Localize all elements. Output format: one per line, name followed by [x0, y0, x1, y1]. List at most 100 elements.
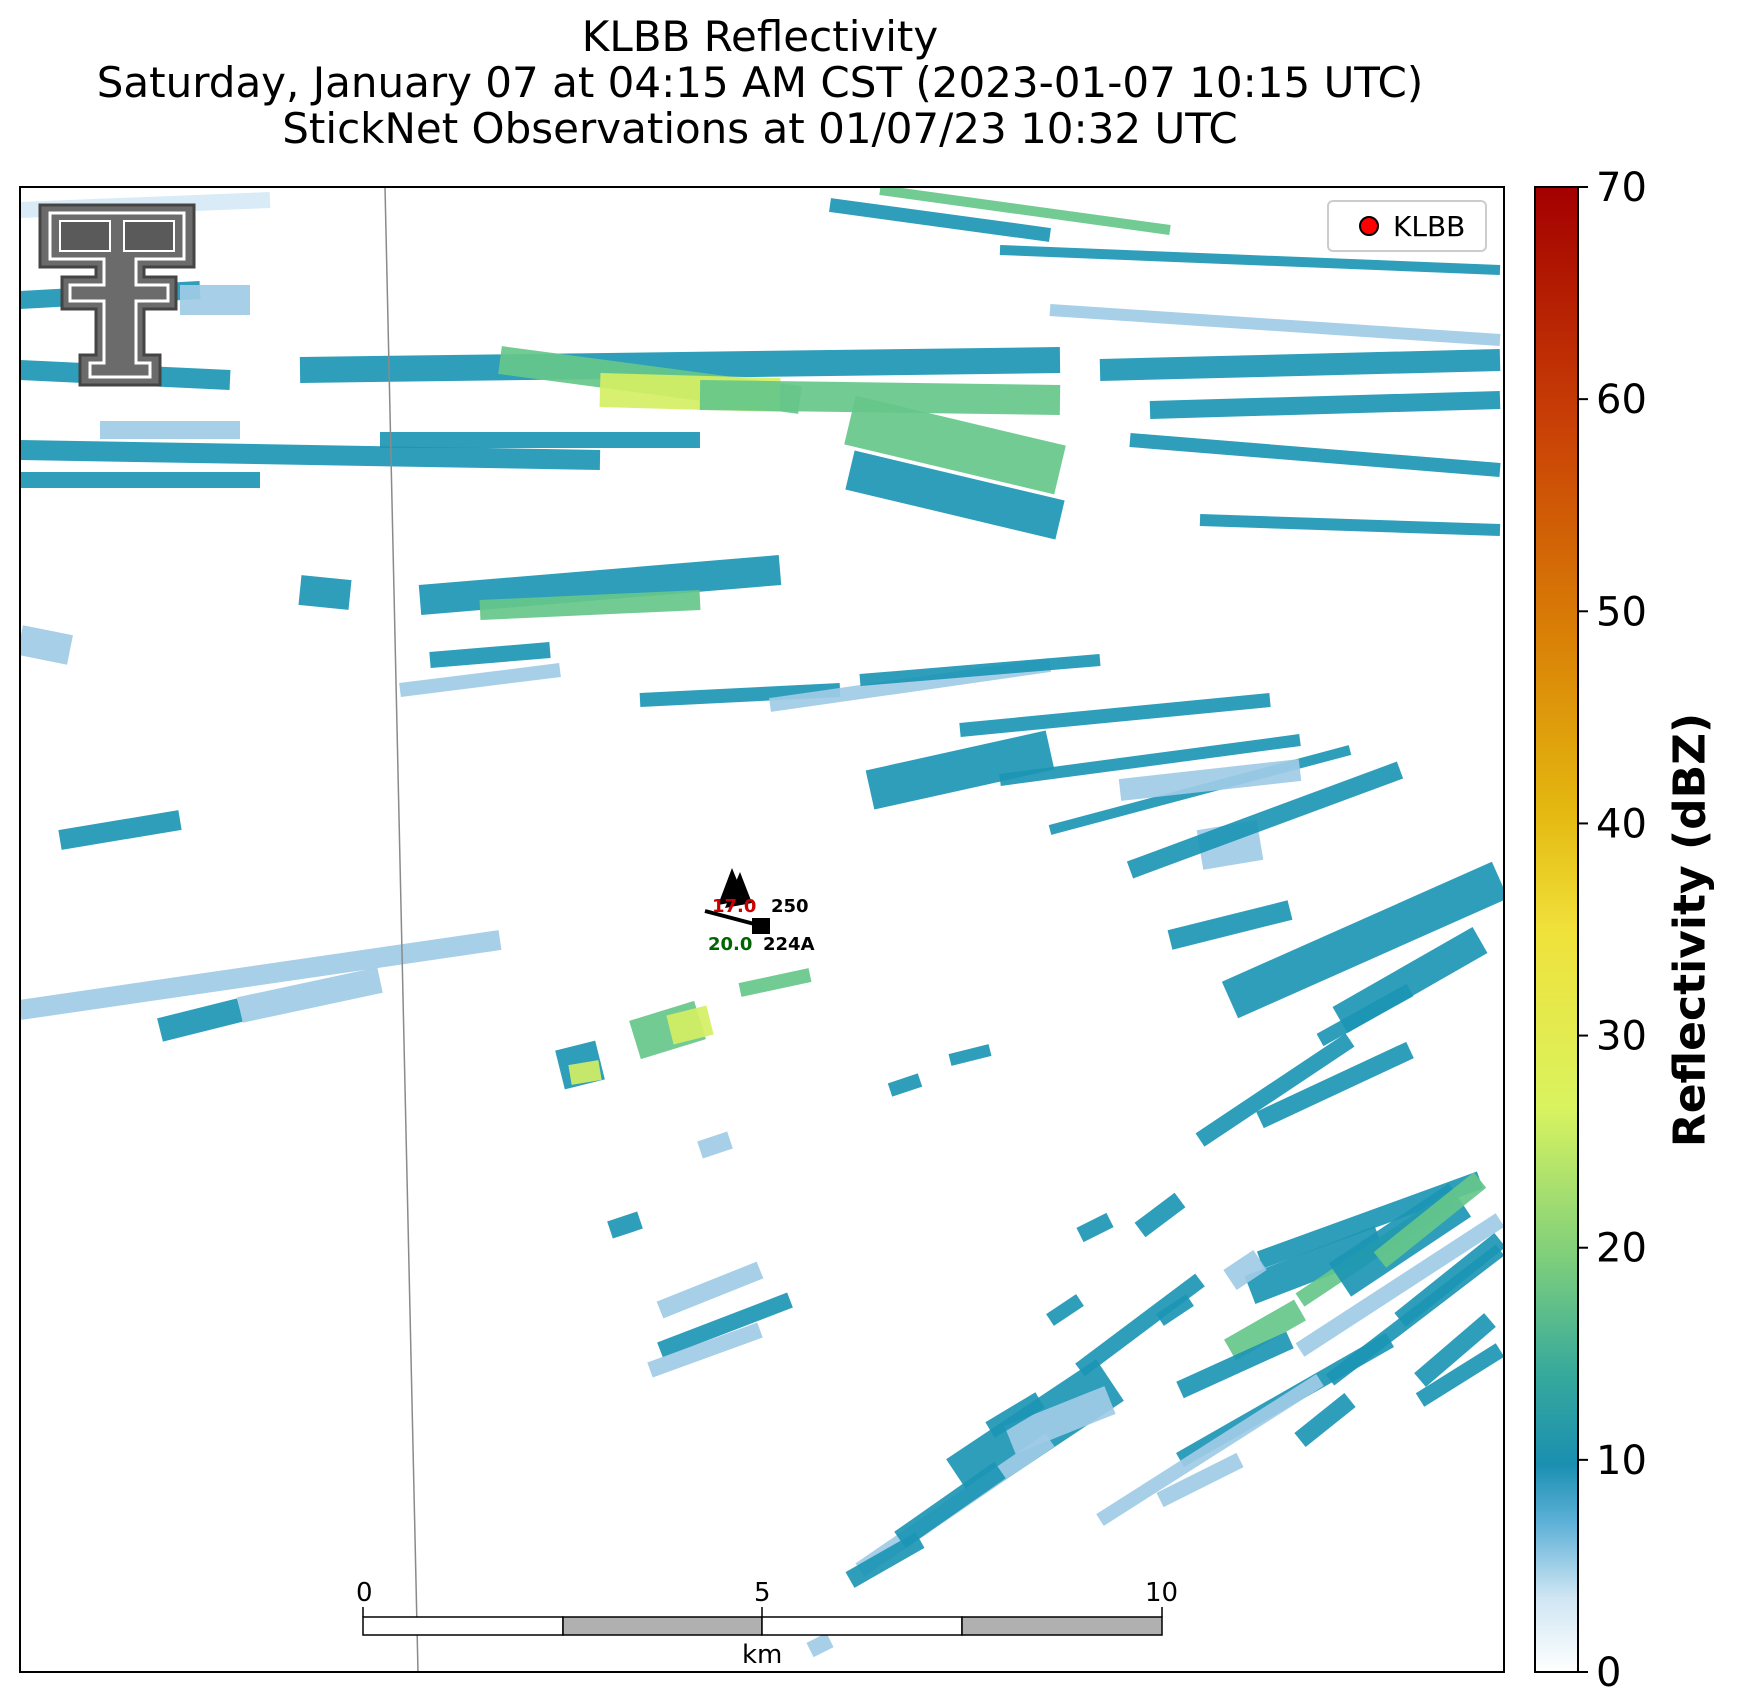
colorbar-tick-label: 10: [1596, 1438, 1647, 1484]
colorbar-ticks: 0 10 20 30 40 50 60 70: [1578, 165, 1647, 1696]
scalebar-tick-5: 5: [754, 1578, 771, 1608]
reflectivity-streak: [1316, 983, 1414, 1047]
reflectivity-streak: [1223, 1250, 1267, 1290]
reflectivity-streak: [985, 1392, 1045, 1438]
reflectivity-streak: [429, 642, 551, 668]
reflectivity-streak: [1325, 1244, 1504, 1386]
reflectivity-streak: [1149, 391, 1501, 419]
legend-label: KLBB: [1393, 209, 1466, 243]
reflectivity-streak: [607, 1211, 643, 1239]
reflectivity-streak: [656, 1261, 764, 1319]
reflectivity-streak: [1415, 1343, 1504, 1407]
reflectivity-streak: [639, 683, 841, 707]
reflectivity-streak: [1195, 1033, 1355, 1147]
reflectivity-streak: [1244, 1225, 1386, 1305]
reflectivity-streak: [1294, 1392, 1356, 1448]
station-dewpoint: 20.0: [708, 934, 753, 955]
scalebar-unit: km: [742, 1640, 783, 1670]
reflectivity-streak: [1221, 861, 1504, 1019]
title-line-3: StickNet Observations at 01/07/23 10:32 …: [282, 104, 1238, 153]
reflectivity-streak: [1199, 514, 1501, 536]
reflectivity-streak: [380, 432, 700, 448]
county-boundary-line: [384, 186, 419, 1673]
colorbar: [1534, 186, 1579, 1673]
reflectivity-streak: [20, 472, 260, 488]
reflectivity-streak: [298, 575, 352, 610]
legend: KLBB: [1327, 200, 1487, 252]
colorbar-label: Reflectivity (dBZ): [1664, 712, 1716, 1148]
reflectivity-streak: [647, 1322, 763, 1378]
scalebar-tick-0: 0: [356, 1578, 373, 1608]
reflectivity-streak: [1134, 1192, 1186, 1238]
title-line-2: Saturday, January 07 at 04:15 AM CST (20…: [96, 58, 1424, 107]
reflectivity-streak: [58, 810, 182, 850]
reflectivity-streak: [237, 967, 383, 1023]
reflectivity-streak: [1224, 1299, 1306, 1361]
reflectivity-streak: [738, 968, 812, 997]
reflectivity-streak: [859, 654, 1101, 686]
reflectivity-streak: [1156, 1294, 1194, 1326]
reflectivity-streak: [1126, 761, 1404, 879]
reflectivity-streak: [1373, 1172, 1487, 1268]
station-id: 224A: [763, 934, 815, 955]
reflectivity-streak: [568, 1060, 602, 1085]
colorbar-tick-label: 20: [1596, 1226, 1647, 1272]
reflectivity-streak: [887, 1073, 923, 1097]
radar-site-marker-icon: [1359, 216, 1379, 236]
reflectivity-streak: [845, 450, 1065, 540]
reflectivity-streak: [1256, 1171, 1484, 1269]
station-marker: [752, 918, 770, 934]
reflectivity-streak: [1075, 1273, 1205, 1377]
reflectivity-streak: [1076, 1212, 1114, 1243]
reflectivity-streak: [845, 1532, 925, 1588]
reflectivity-streak: [806, 1632, 834, 1658]
reflectivity-streak: [948, 1044, 992, 1066]
radar-reflectivity-layer: [20, 187, 1504, 1658]
reflectivity-streak: [299, 347, 1061, 383]
station-pressure: 250: [771, 896, 809, 917]
reflectivity-streak: [20, 440, 601, 470]
reflectivity-streak: [865, 730, 1055, 810]
colorbar-tick-label: 50: [1596, 589, 1647, 635]
colorbar-tick-label: 70: [1596, 165, 1647, 211]
reflectivity-streak: [1256, 1041, 1414, 1129]
reflectivity-streak: [1118, 759, 1302, 801]
reflectivity-streak: [1167, 900, 1293, 950]
reflectivity-streak: [844, 395, 1066, 495]
colorbar-tick-label: 0: [1596, 1650, 1621, 1696]
reflectivity-streak: [894, 1461, 1006, 1549]
reflectivity-streak: [1049, 304, 1501, 346]
colorbar-tick-label: 60: [1596, 377, 1647, 423]
station-temperature: 17.0: [712, 896, 757, 917]
reflectivity-streak: [1156, 1452, 1244, 1508]
wind-barb-flag-icon: [718, 868, 752, 908]
reflectivity-streak: [20, 625, 73, 665]
reflectivity-streak: [157, 998, 243, 1042]
reflectivity-streak: [100, 421, 240, 439]
sticknet-station-224A: [704, 868, 770, 934]
map-frame: [19, 186, 1505, 1673]
reflectivity-streak: [399, 663, 561, 697]
reflectivity-streak: [999, 245, 1501, 275]
reflectivity-streak: [1099, 349, 1501, 381]
reflectivity-streak: [697, 1131, 733, 1159]
reflectivity-streak: [879, 187, 1171, 235]
reflectivity-streak: [479, 590, 701, 620]
reflectivity-streak: [666, 1005, 714, 1045]
colorbar-tick-label: 30: [1596, 1014, 1647, 1060]
colorbar-tick-label: 40: [1596, 801, 1647, 847]
reflectivity-streak: [1414, 1313, 1496, 1387]
reflectivity-streak: [20, 930, 502, 1020]
reflectivity-streak: [829, 198, 1051, 242]
scalebar-tick-10: 10: [1145, 1578, 1179, 1608]
texas-tech-double-t-logo-icon: [38, 203, 196, 387]
reflectivity-streak: [657, 1292, 793, 1358]
reflectivity-streak: [959, 693, 1271, 737]
reflectivity-streak: [999, 734, 1301, 786]
reflectivity-streak: [1046, 1294, 1084, 1326]
reflectivity-streak: [1295, 1213, 1504, 1357]
reflectivity-streak: [1004, 1386, 1116, 1454]
reflectivity-streak: [1176, 1331, 1294, 1399]
reflectivity-streak: [1129, 433, 1501, 477]
